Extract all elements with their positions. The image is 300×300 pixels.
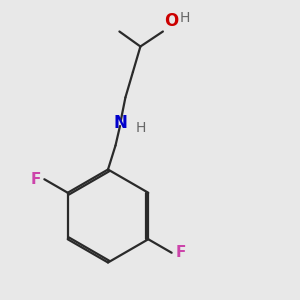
Text: N: N [114, 114, 128, 132]
Text: F: F [175, 245, 186, 260]
Text: O: O [164, 12, 179, 30]
Text: H: H [179, 11, 190, 25]
Text: F: F [30, 172, 41, 187]
Text: H: H [136, 121, 146, 134]
